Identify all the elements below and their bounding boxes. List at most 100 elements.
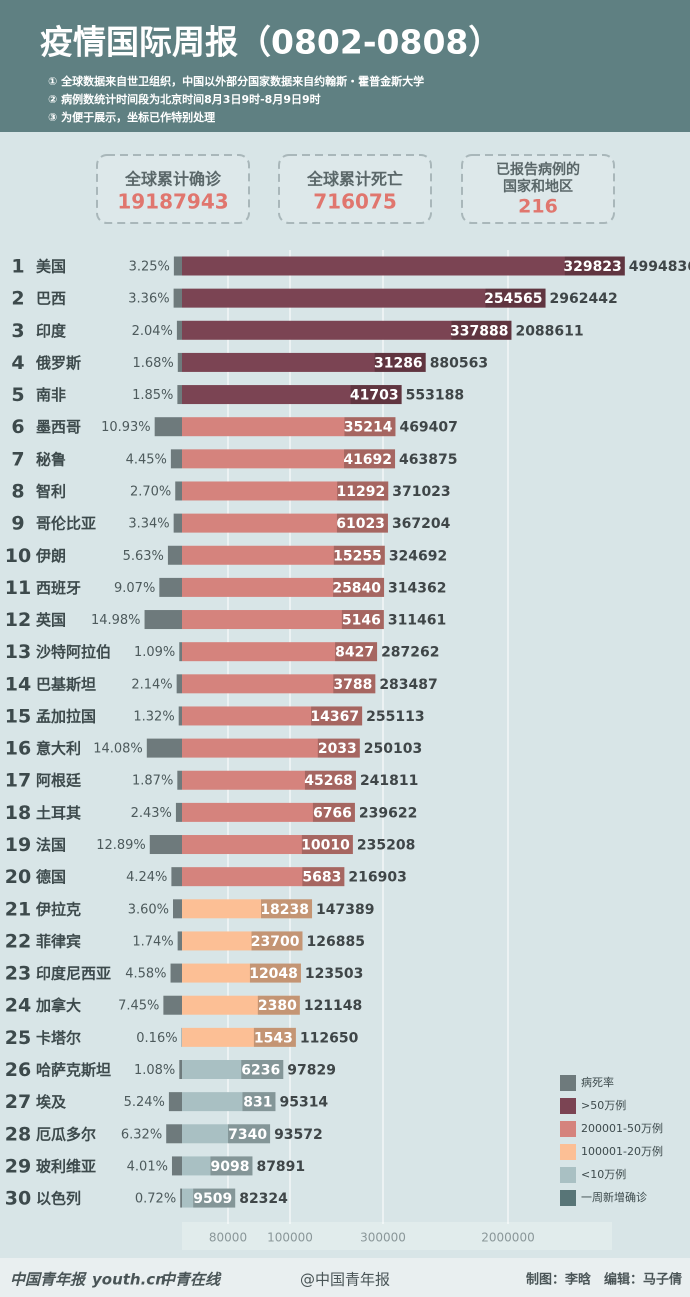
x-tick-label: 80000 [209, 1231, 247, 1245]
death-rate-bar [180, 1188, 182, 1208]
death-rate-label: 1.85% [132, 388, 173, 403]
weekly-new-label: 2033 [318, 741, 357, 757]
stat-value: 716075 [313, 190, 397, 214]
country-name: 法国 [36, 836, 66, 854]
death-rate-label: 3.25% [129, 260, 170, 275]
country-name: 巴基斯坦 [36, 675, 96, 693]
rank: 22 [5, 930, 31, 952]
death-rate-bar [177, 385, 182, 405]
weekly-new-label: 9098 [210, 1159, 249, 1175]
weekly-new-box [210, 1156, 253, 1176]
death-rate-bar [175, 802, 182, 822]
weekly-new-label: 25840 [332, 580, 381, 596]
country-name: 加拿大 [35, 997, 81, 1015]
country-name: 以色列 [36, 1190, 81, 1208]
weekly-new-label: 6236 [241, 1063, 280, 1079]
death-rate-bar [146, 738, 182, 758]
death-rate-bar [159, 577, 182, 597]
weekly-new-label: 831 [243, 1095, 272, 1111]
total-bar [182, 256, 625, 276]
country-name: 埃及 [36, 1093, 67, 1111]
weekly-new-box [242, 1092, 276, 1112]
total-bar [182, 995, 300, 1015]
death-rate-bar [170, 449, 182, 469]
total-label: 4994836 [629, 259, 690, 275]
weekly-new-label: 14367 [310, 709, 359, 725]
country-name: 阿根廷 [36, 772, 82, 790]
death-rate-bar [163, 995, 182, 1015]
death-rate-bar [171, 1156, 182, 1176]
country-name: 墨西哥 [36, 418, 81, 436]
weekly-new-box [317, 738, 360, 758]
total-bar [182, 417, 396, 437]
weekly-new-label: 337888 [450, 323, 508, 339]
legend-swatch [560, 1075, 576, 1091]
weekly-new-label: 10010 [301, 838, 350, 854]
death-rate-label: 0.16% [136, 1031, 177, 1046]
weekly-new-box [485, 288, 546, 308]
death-rate-label: 12.89% [96, 838, 146, 853]
legend-label: >50万例 [581, 1098, 626, 1112]
total-bar [182, 738, 360, 758]
death-rate-label: 7.45% [118, 999, 159, 1014]
country-name: 印度尼西亚 [36, 965, 111, 983]
weekly-new-label: 35214 [344, 420, 393, 436]
weekly-new-box [311, 706, 363, 726]
total-bar [182, 835, 353, 855]
total-bar [182, 1092, 276, 1112]
logo: 中青在线 [160, 1271, 222, 1289]
weekly-new-label: 61023 [336, 516, 385, 532]
rank: 29 [5, 1155, 31, 1177]
total-label: 324692 [389, 548, 447, 564]
country-name: 智利 [36, 482, 66, 500]
country-name: 卡塔尔 [36, 1029, 81, 1047]
weekly-new-label: 3788 [333, 677, 372, 693]
weekly-new-box [336, 513, 388, 533]
total-label: 255113 [366, 709, 424, 725]
total-label: 95314 [279, 1095, 328, 1111]
country-name: 玻利维亚 [36, 1157, 96, 1175]
weekly-new-box [374, 352, 426, 372]
weekly-new-label: 8427 [335, 645, 374, 661]
country-name: 西班牙 [36, 579, 81, 597]
country-name: 菲律宾 [36, 932, 81, 950]
rank: 2 [11, 288, 24, 310]
weekly-new-box [302, 867, 345, 887]
death-rate-bar [175, 481, 182, 501]
stat-value: 19187943 [117, 190, 228, 214]
stat-box [96, 154, 250, 224]
stat-label: 已报告病例的国家和地区 [496, 161, 580, 195]
total-label: 2088611 [515, 323, 583, 339]
rank: 10 [5, 545, 31, 567]
country-name: 南非 [36, 386, 66, 404]
total-label: 241811 [360, 773, 418, 789]
death-rate-bar [173, 256, 182, 276]
total-bar [182, 867, 345, 887]
stat-label-line: 国家和地区 [503, 178, 573, 195]
death-rate-label: 4.01% [127, 1159, 168, 1174]
rank: 30 [5, 1188, 31, 1210]
rank: 21 [5, 898, 31, 920]
weekly-new-label: 11292 [337, 484, 386, 500]
death-rate-label: 3.36% [128, 292, 169, 307]
total-bar [182, 481, 389, 501]
total-bar [182, 288, 546, 308]
death-rate-label: 1.32% [133, 709, 174, 724]
total-bar [182, 545, 385, 565]
rank: 26 [5, 1059, 31, 1081]
death-rate-label: 5.24% [124, 1095, 165, 1110]
death-rate-label: 3.34% [128, 517, 169, 532]
rank: 18 [5, 802, 31, 824]
death-rate-bar [179, 1060, 182, 1079]
weekly-new-box [301, 835, 353, 855]
death-rate-bar [170, 963, 182, 983]
stat-value: 216 [518, 196, 558, 218]
rank: 8 [11, 480, 24, 502]
rank: 5 [11, 384, 24, 406]
weekly-new-label: 41692 [343, 452, 392, 468]
weekly-new-label: 2380 [258, 998, 297, 1014]
header-bg [0, 0, 690, 132]
death-rate-label: 1.87% [132, 774, 173, 789]
